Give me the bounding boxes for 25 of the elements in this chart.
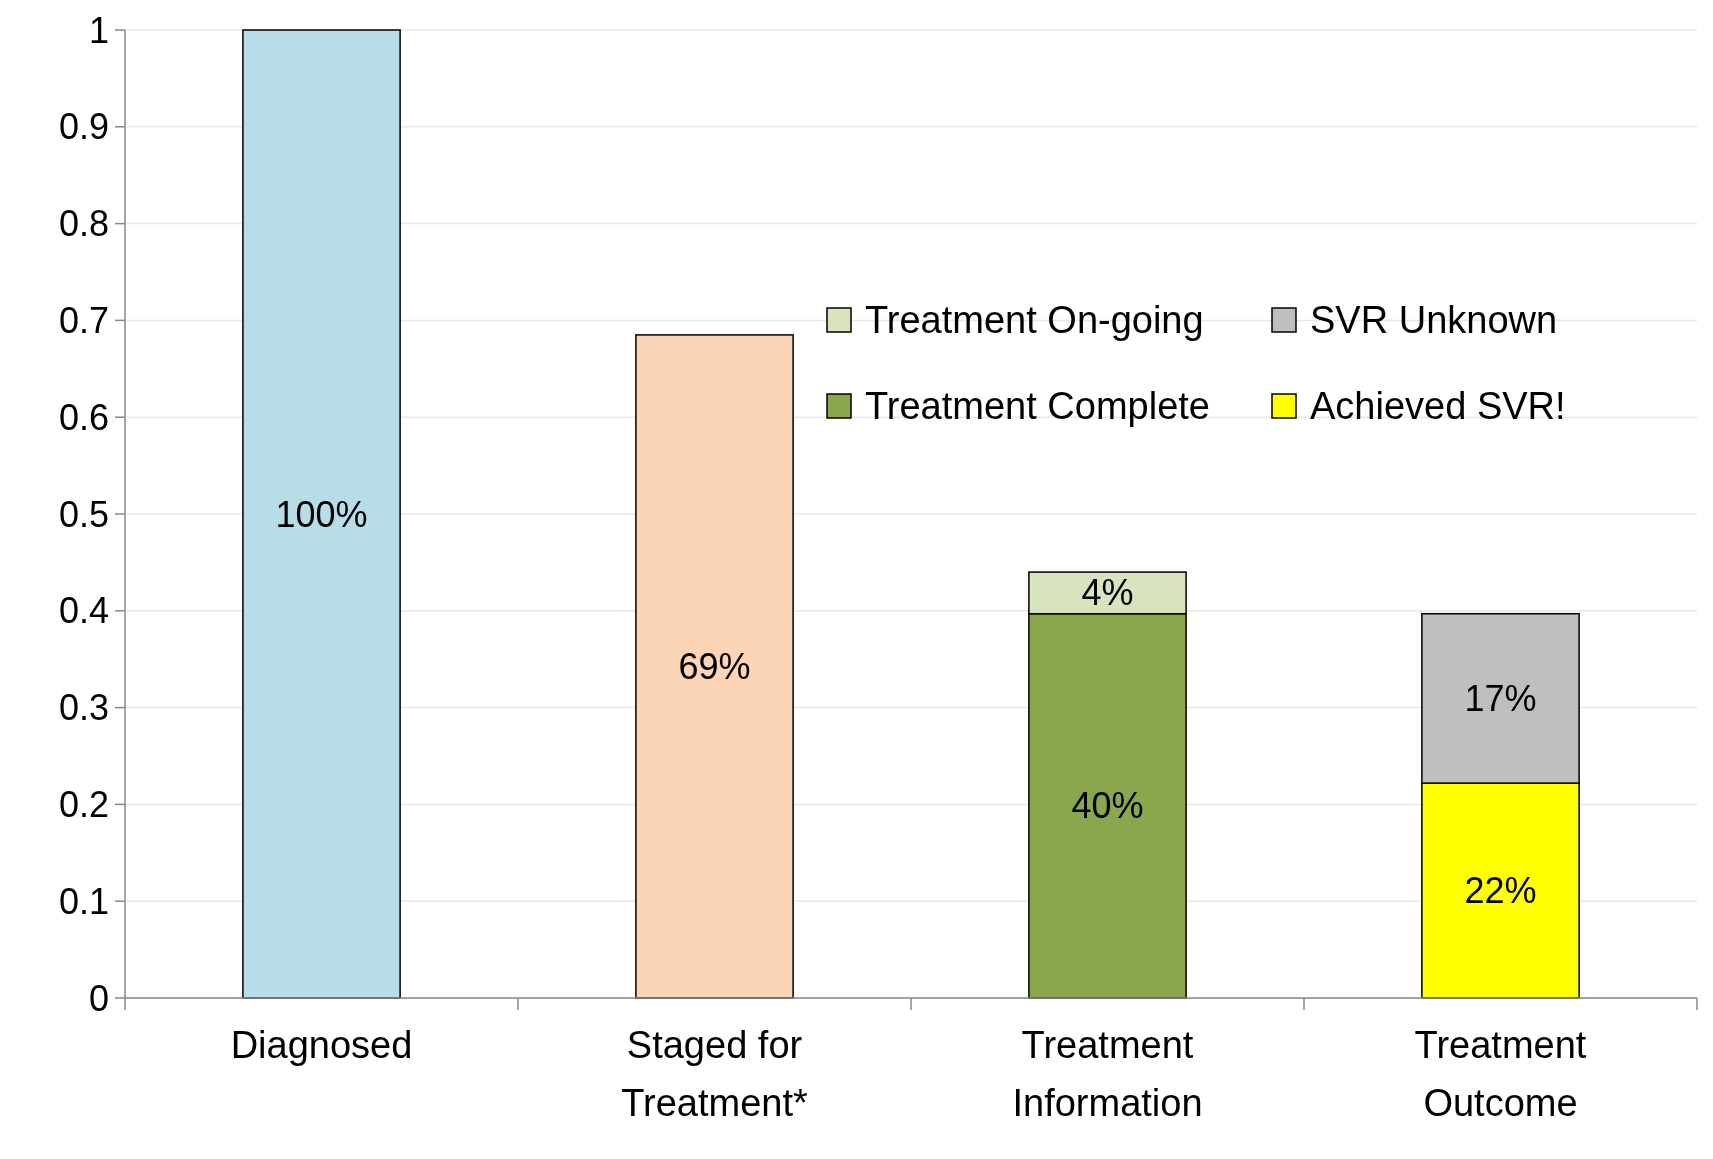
y-tick-label: 0.8 [58, 203, 109, 245]
y-tick-label: 0.2 [58, 784, 109, 825]
y-tick-label: 0.9 [58, 106, 109, 148]
data-label: 100% [275, 493, 368, 535]
legend-label: Treatment On-going [865, 299, 1204, 342]
legend-label: Treatment Complete [865, 385, 1210, 428]
x-tick-label: Treatment Outcome [1414, 1024, 1587, 1124]
y-tick-label: 1 [88, 9, 109, 51]
data-label: 4% [1081, 572, 1134, 614]
data-label: 22% [1464, 870, 1537, 912]
y-tick-label: 0.4 [58, 590, 109, 632]
x-tick-label: Staged for Treatment* [621, 1024, 808, 1124]
data-label: 69% [678, 646, 751, 688]
y-tick-label: 0.5 [58, 493, 109, 535]
y-tick-label: 0.7 [58, 300, 109, 341]
y-tick-label: 0.3 [58, 687, 109, 729]
legend-label: SVR Unknown [1310, 299, 1558, 342]
y-tick-label: 0.1 [58, 880, 109, 922]
data-label: 17% [1464, 678, 1537, 719]
data-label: 40% [1071, 785, 1144, 827]
x-tick-label: Diagnosed [230, 1024, 413, 1066]
legend-label: Achieved SVR! [1310, 385, 1566, 428]
y-tick-label: 0.6 [58, 396, 109, 438]
x-tick-label: Treatment Information [1012, 1024, 1203, 1124]
y-tick-label: 0 [88, 977, 109, 1019]
